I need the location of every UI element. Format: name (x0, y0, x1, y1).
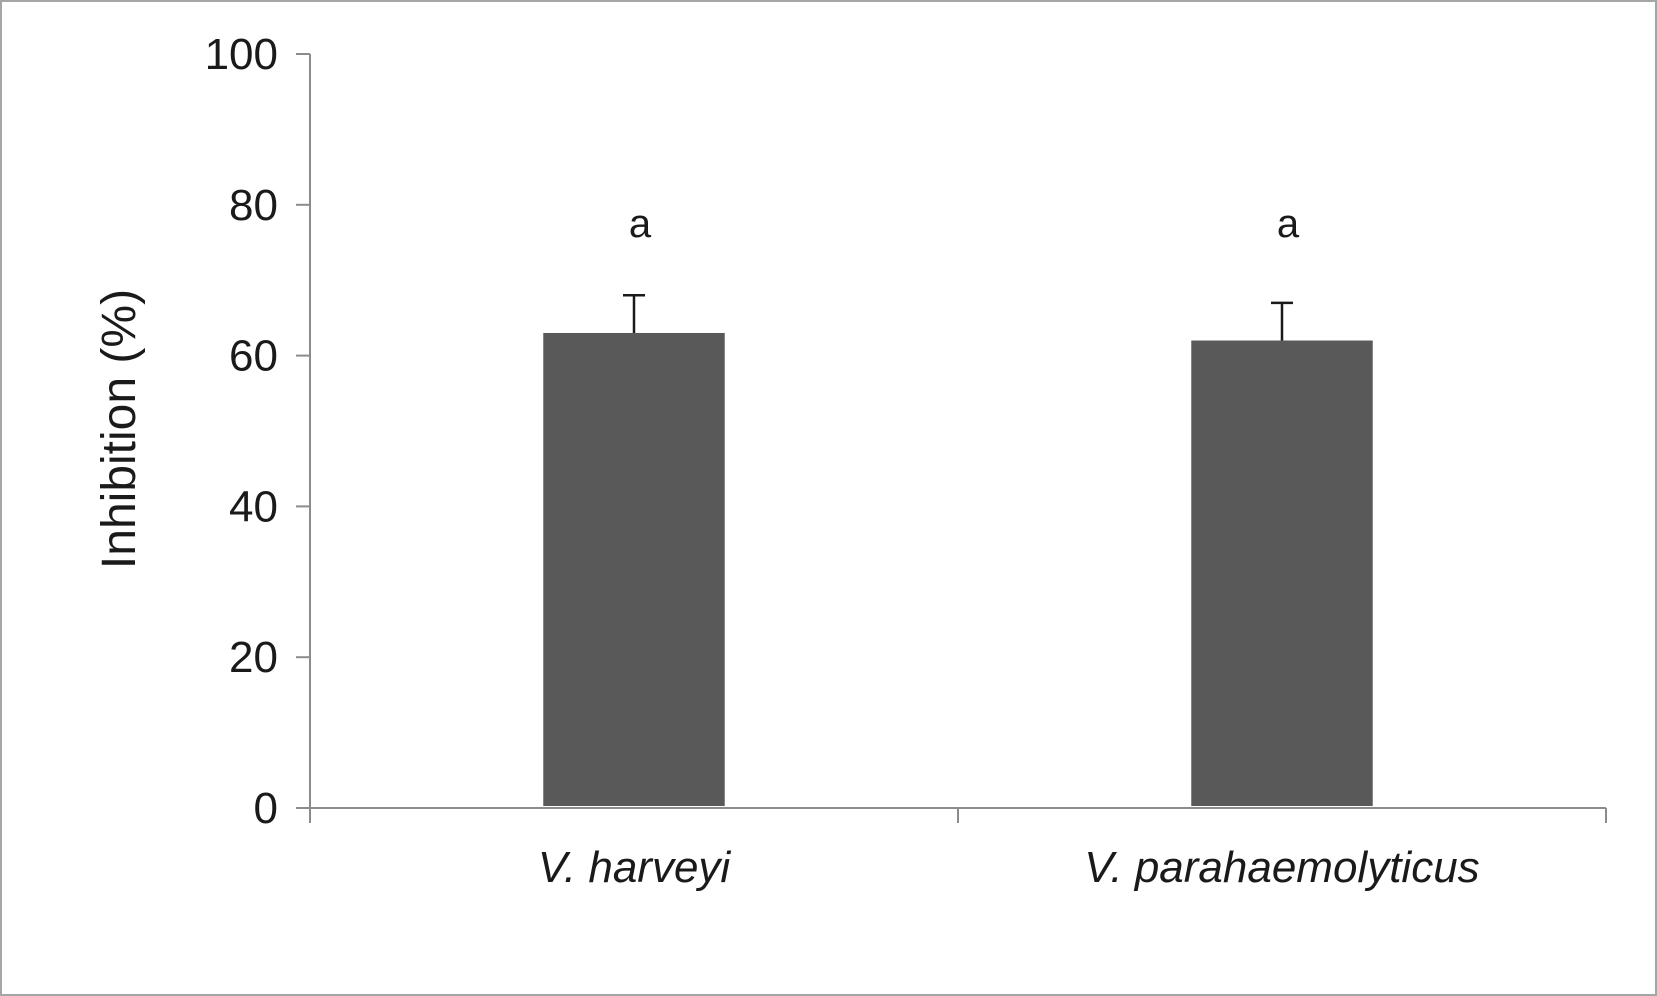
y-tick-label: 0 (254, 784, 278, 833)
bar (1191, 340, 1373, 806)
significance-label: a (1277, 202, 1300, 246)
y-tick-label: 60 (229, 332, 278, 381)
significance-label: a (629, 202, 652, 246)
bars (543, 294, 1373, 806)
y-tick-label: 100 (205, 30, 278, 79)
y-axis-title: Inhibition (%) (93, 289, 146, 569)
labels: 0 20 40 60 80 100 a V. harveyi a V. parahaemolyti… (205, 30, 1480, 892)
axes (296, 53, 1607, 823)
y-tick-label: 40 (229, 482, 278, 531)
x-tick-label: V. harveyi (538, 843, 732, 892)
bar (543, 332, 725, 806)
y-tick-label: 20 (229, 633, 278, 682)
x-tick-label: V. parahaemolyticus (1084, 843, 1479, 892)
y-tick-label: 80 (229, 181, 278, 230)
